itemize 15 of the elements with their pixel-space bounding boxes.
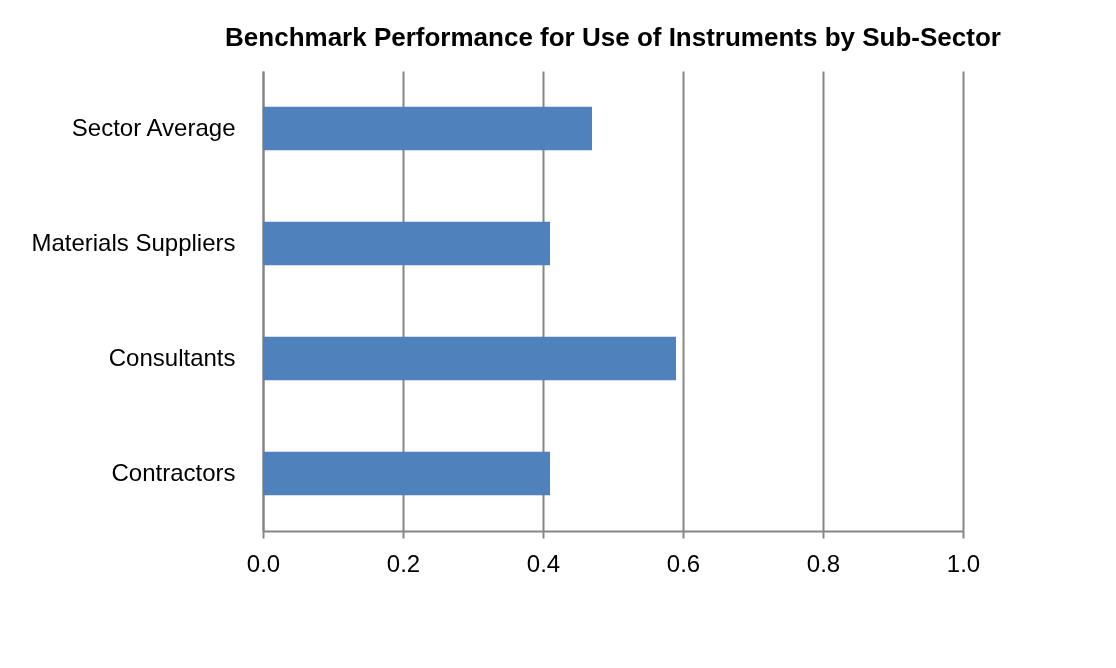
y-tick-label: Sector Average: [71, 113, 236, 141]
y-tick-label: Consultants: [108, 343, 236, 371]
bar: [263, 451, 550, 496]
bar: [263, 221, 550, 266]
x-tick-label: 1.0: [946, 549, 981, 577]
x-tick-label: 0.2: [386, 549, 421, 577]
y-tick-label: Contractors: [111, 458, 236, 486]
x-tick-label: 0.0: [246, 549, 281, 577]
chart-title: Benchmark Performance for Use of Instruments by Sub-Sector: [225, 22, 1001, 52]
bar: [263, 336, 676, 381]
x-tick-label: 0.8: [806, 549, 841, 577]
bar: [263, 106, 592, 151]
x-tick-label: 0.6: [666, 549, 701, 577]
x-tick-label: 0.4: [526, 549, 561, 577]
y-tick-label: Materials Suppliers: [31, 228, 236, 256]
